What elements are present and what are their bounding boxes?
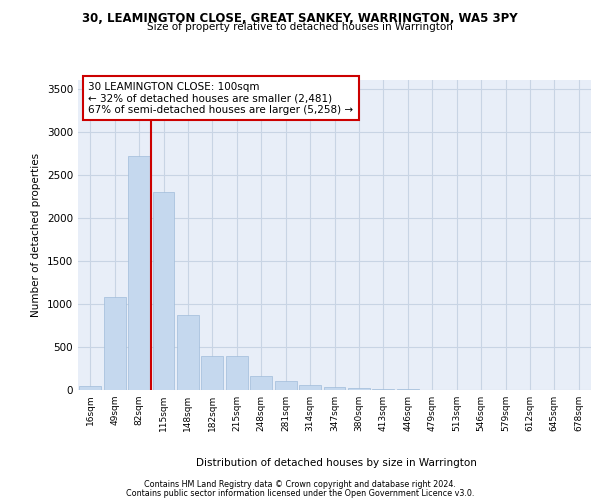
Bar — [177, 315, 199, 390]
Bar — [275, 381, 296, 390]
Bar — [250, 376, 272, 390]
Bar — [348, 388, 370, 390]
Text: 30, LEAMINGTON CLOSE, GREAT SANKEY, WARRINGTON, WA5 3PY: 30, LEAMINGTON CLOSE, GREAT SANKEY, WARR… — [82, 12, 518, 26]
Text: Contains public sector information licensed under the Open Government Licence v3: Contains public sector information licen… — [126, 489, 474, 498]
Bar — [299, 386, 321, 390]
Bar — [104, 297, 125, 390]
Y-axis label: Number of detached properties: Number of detached properties — [31, 153, 41, 317]
Bar — [226, 356, 248, 390]
Bar — [128, 156, 150, 390]
Bar — [202, 356, 223, 390]
Bar — [152, 192, 175, 390]
Bar — [79, 386, 101, 390]
Text: Size of property relative to detached houses in Warrington: Size of property relative to detached ho… — [147, 22, 453, 32]
Bar — [323, 386, 346, 390]
Text: 30 LEAMINGTON CLOSE: 100sqm
← 32% of detached houses are smaller (2,481)
67% of : 30 LEAMINGTON CLOSE: 100sqm ← 32% of det… — [88, 82, 353, 115]
Text: Contains HM Land Registry data © Crown copyright and database right 2024.: Contains HM Land Registry data © Crown c… — [144, 480, 456, 489]
Bar — [373, 388, 394, 390]
Text: Distribution of detached houses by size in Warrington: Distribution of detached houses by size … — [196, 458, 476, 468]
